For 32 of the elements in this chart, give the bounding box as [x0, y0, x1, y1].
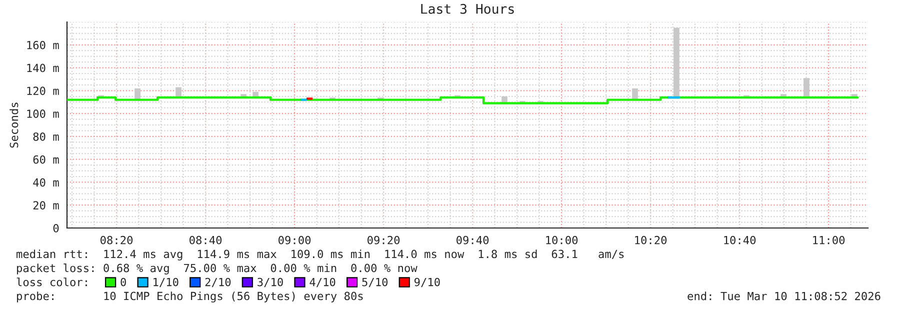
legend-label: 4/10 — [310, 278, 336, 288]
text: end: Tue Mar 10 11:08:52 2026 — [688, 292, 880, 300]
x-tick-label: 09:40 — [456, 236, 489, 244]
legend-label: 0 — [120, 278, 126, 286]
legend-label: 1/10 — [154, 278, 178, 288]
legend-label: 2/10 — [205, 278, 231, 288]
y-tick-label: 40 m — [33, 178, 59, 187]
y-tick-label: 160 m — [27, 40, 59, 50]
y-tick-label: 20 m — [33, 201, 59, 210]
x-tick-label: 09:20 — [368, 236, 400, 244]
y-tick-label: 120 m — [27, 86, 59, 96]
legend-label: 9/10 — [414, 278, 440, 288]
x-tick-label: 08:40 — [190, 236, 222, 244]
text: loss color: — [16, 278, 87, 286]
text: probe: 10 ICMP Echo Pings (56 Bytes) every 80s — [17, 292, 363, 302]
x-tick-label: 10:00 — [546, 236, 578, 244]
text: median rtt: 112.4 ms avg 114.9 ms max 109.0 ms min 114.0 ms now 1.8 ms sd 63.1 am/s — [16, 250, 624, 260]
x-tick-label: 09:00 — [278, 236, 311, 244]
y-tick-label: 60 m — [33, 155, 59, 164]
y-tick-label: 100 m — [27, 110, 59, 118]
x-tick-label: 10:20 — [635, 236, 667, 244]
x-tick-label: 08:20 — [100, 236, 133, 244]
chart-title: Last 3 Hours — [421, 4, 514, 14]
y-axis-title: Seconds — [10, 102, 18, 148]
y-tick-label: 140 m — [27, 64, 59, 72]
legend-label: 3/10 — [258, 278, 283, 288]
y-tick-label: 0 — [53, 224, 59, 232]
x-tick-label: 10:40 — [724, 236, 756, 244]
y-tick-label: 80 m — [33, 132, 59, 141]
legend-label: 5/10 — [362, 278, 388, 288]
text: packet loss: 0.68 % avg 75.00 % max 0.00 % min 0.00 % now — [17, 264, 418, 274]
x-tick-label: 11:00 — [813, 236, 845, 244]
